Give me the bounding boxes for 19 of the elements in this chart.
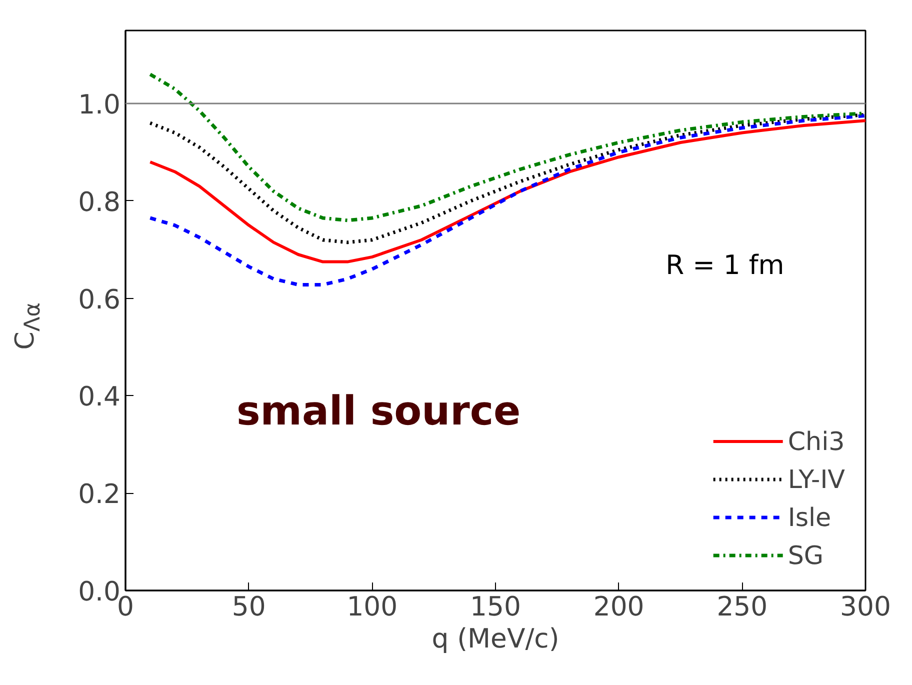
x-tick-label: 100 xyxy=(346,592,398,622)
legend-label: Isle xyxy=(788,502,832,532)
x-tick-label: 50 xyxy=(232,592,266,622)
line-series xyxy=(148,114,866,286)
x-tick-label: 250 xyxy=(716,592,768,622)
legend-label: SG xyxy=(788,540,824,570)
y-tick-label: 0.6 xyxy=(78,284,121,316)
annotation: R = 1 fm xyxy=(666,250,784,282)
x-axis-title: q (MeV/c) xyxy=(432,624,560,654)
legend-label: LY-IV xyxy=(788,464,845,494)
y-tick-label: 0.8 xyxy=(78,186,121,218)
legend-label: Chi3 xyxy=(788,426,845,456)
annotation: small source xyxy=(236,388,521,434)
x-tick-label: 150 xyxy=(470,592,521,622)
y-tick-label: 0.2 xyxy=(78,479,121,510)
y-tick-label: 0.4 xyxy=(78,382,121,413)
x-tick-label: 200 xyxy=(593,592,644,622)
x-tick-label: 300 xyxy=(840,592,891,622)
y-tick-label: 1.0 xyxy=(78,90,121,121)
